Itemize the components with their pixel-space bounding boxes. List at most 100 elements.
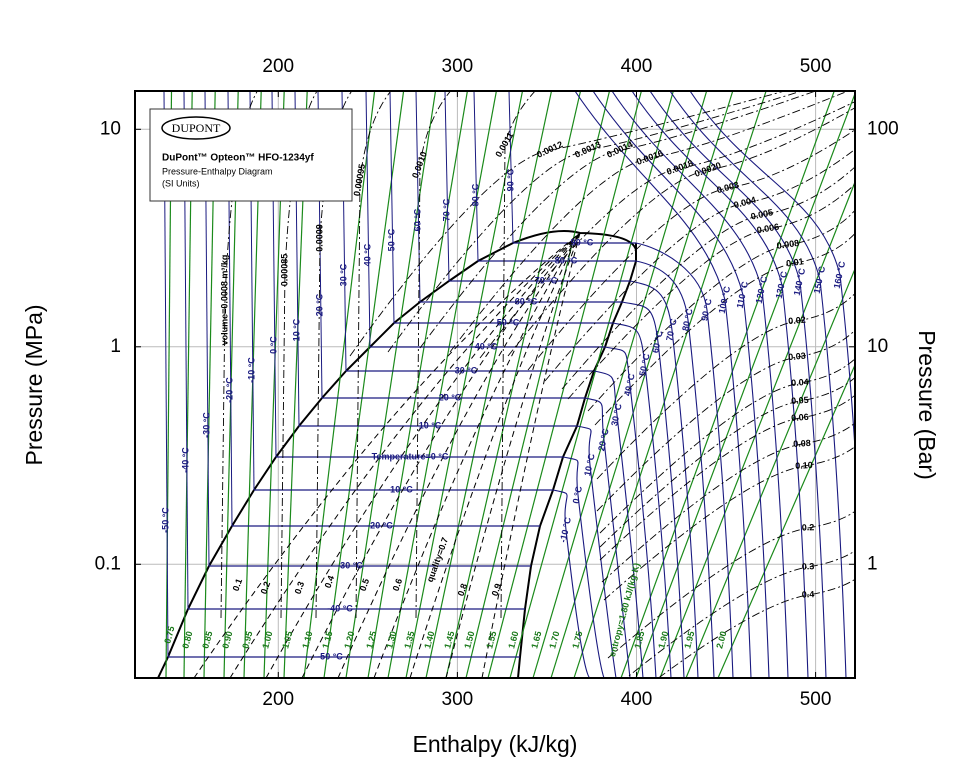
isentrope <box>425 91 553 678</box>
y2-axis-title: Pressure (Bar) <box>914 330 940 480</box>
liquid-isotherm-label: -40 °C <box>180 447 190 473</box>
vapor-isotherm-label: 90 °C <box>699 297 714 322</box>
dome-isotherm-label: 90 °C <box>571 237 594 247</box>
volume-line <box>567 183 855 400</box>
vapor-isotherm-label: 50 °C <box>637 352 652 377</box>
volume-line <box>599 376 855 548</box>
entropy-label: 1.45 <box>442 630 456 650</box>
volume-line <box>599 358 855 534</box>
volume-label: 0.2 <box>802 522 815 532</box>
liquid-isotherm-label: 20 °C <box>314 293 324 316</box>
entropy-label: 1.85 <box>632 630 646 650</box>
quality-line <box>481 232 581 678</box>
volume-label: 0.005 <box>750 207 774 221</box>
liquid-isotherm <box>444 91 450 282</box>
x-tick-label: 200 <box>262 689 294 710</box>
liquid-isotherm-label: -10 °C <box>246 357 256 383</box>
dome-isotherm-label: -40 °C <box>327 603 353 613</box>
entropy-label: 0.85 <box>200 630 214 650</box>
dome-isotherm-label: 70 °C <box>535 275 558 285</box>
plot-frame <box>134 90 856 679</box>
entropy-label: 1.05 <box>280 630 294 650</box>
vapor-isotherm <box>552 489 592 678</box>
liquid-isotherm <box>473 91 479 262</box>
volume-line <box>419 91 818 349</box>
vapor-isotherm <box>629 280 699 678</box>
entropy-label: 0.80 <box>180 630 194 650</box>
isentrope <box>550 91 734 678</box>
isentrope <box>387 91 497 678</box>
volume-label: 0.10 <box>795 460 813 471</box>
dome-isotherm-label: 80 °C <box>555 255 578 265</box>
dome-isotherm-label: 50 °C <box>497 317 520 327</box>
vapor-isotherm <box>604 346 657 678</box>
vapor-isotherm <box>635 260 715 678</box>
dome-isotherm-label: Temperature=0 °C <box>372 451 449 461</box>
entropy-label: 1.30 <box>384 630 398 650</box>
liquid-isotherm-label: 50 °C <box>386 228 396 251</box>
vapor-isotherm <box>689 91 855 457</box>
vapor-isotherm <box>593 370 644 678</box>
quality-line <box>409 232 581 678</box>
quality-line <box>445 232 581 678</box>
volume-line <box>594 232 855 426</box>
vapor-isotherm-label: 60 °C <box>650 329 665 354</box>
liquid-isotherm-label: 10 °C <box>291 318 301 341</box>
saturation-dome <box>157 230 637 678</box>
isentrope <box>509 91 674 678</box>
isentrope <box>367 91 468 678</box>
y-axis-title: Pressure (MPa) <box>21 304 47 465</box>
volume-line <box>544 148 855 382</box>
volume-label: 0.01 <box>786 256 805 268</box>
quality-label: 0.4 <box>323 574 337 589</box>
liquid-isotherm-label: 0 °C <box>268 336 278 354</box>
logo: DUPONT <box>172 121 221 135</box>
entropy-label: 1.55 <box>484 630 498 650</box>
x-axis-title: Enthalpy (kJ/kg) <box>413 731 578 757</box>
dome-isotherm-label: -50 °C <box>317 651 343 661</box>
dome-isotherm-label: 30 °C <box>455 365 478 375</box>
volume-label: 0.0009 <box>314 224 324 252</box>
vapor-isotherm <box>612 322 672 678</box>
dome-isotherm-label: 40 °C <box>475 341 498 351</box>
entropy-label: 1.35 <box>402 630 416 650</box>
vapor-isotherm <box>562 456 605 678</box>
entropy-label: 1.25 <box>364 630 378 650</box>
vapor-isotherm-label: 40 °C <box>622 372 637 397</box>
isentrope <box>532 91 708 678</box>
isentrope <box>620 91 835 678</box>
entropy-label: 1.00 <box>260 630 274 650</box>
liquid-isotherm-label: 60 °C <box>412 208 422 231</box>
entropy-label: 1.60 <box>506 630 520 650</box>
entropy-label: 1.40 <box>422 630 436 650</box>
vapor-isotherm-label: 30 °C <box>609 402 624 427</box>
y-tick-label: 10 <box>100 118 121 139</box>
liquid-isotherm-label: 70 °C <box>441 198 451 221</box>
vapor-isotherm <box>574 91 752 678</box>
quality-label: 0.1 <box>231 577 245 592</box>
quality-line <box>337 232 581 678</box>
isentrope <box>573 91 767 678</box>
volume-label: 0.00085 <box>279 254 289 287</box>
dome-isotherm-label: 60 °C <box>515 296 538 306</box>
legend-units: (SI Units) <box>162 178 200 188</box>
volume-label: 0.02 <box>788 315 806 326</box>
isentrope <box>323 91 405 678</box>
volume-line <box>449 91 850 353</box>
x-tick-label: 400 <box>621 689 653 710</box>
volume-line <box>415 91 452 619</box>
volume-line <box>349 91 787 357</box>
liquid-isotherm-label: -30 °C <box>201 412 211 438</box>
x-top-tick-label: 200 <box>262 56 294 77</box>
y2-tick-label: 10 <box>867 336 888 357</box>
volume-line <box>596 329 855 512</box>
vapor-isotherm-label: 20 °C <box>596 427 611 452</box>
liquid-isotherm <box>365 91 371 348</box>
isentrope <box>685 267 855 678</box>
vapor-isotherm <box>649 91 827 678</box>
volume-label: volume=0.0008 m³/kg <box>219 255 229 346</box>
volume-line <box>587 209 855 412</box>
vapor-isotherm <box>584 397 631 678</box>
legend: DUPONT DuPont™ Opteon™ HFO-1234yf Pressu… <box>149 108 353 202</box>
